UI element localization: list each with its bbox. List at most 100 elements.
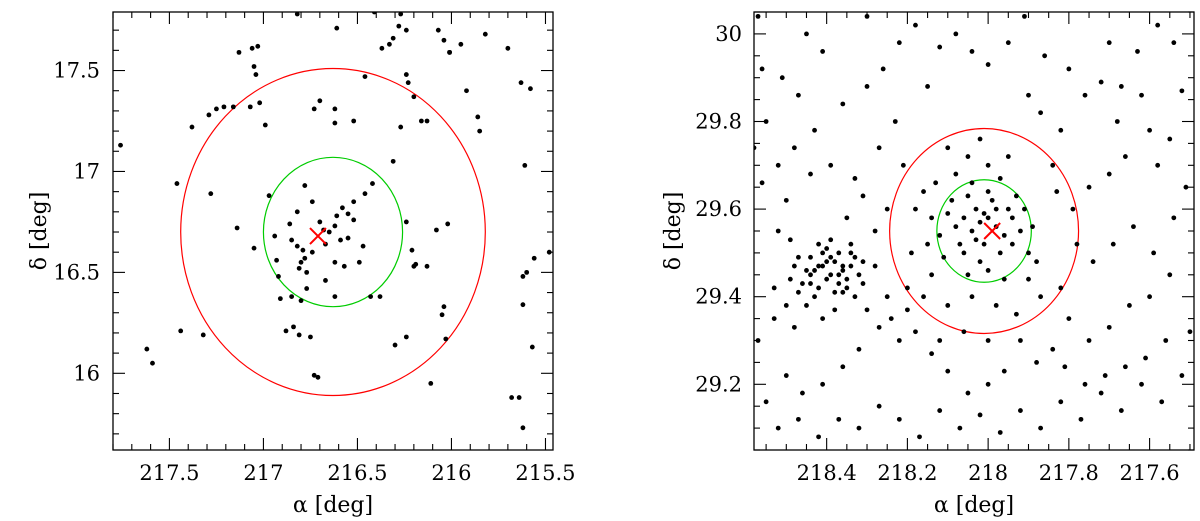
plot-frame	[112, 11, 554, 451]
data-point	[808, 254, 813, 260]
data-point	[860, 281, 866, 286]
data-point	[913, 206, 918, 212]
data-point	[424, 263, 430, 269]
data-point	[277, 296, 283, 302]
data-point	[418, 118, 424, 124]
data-point	[957, 425, 963, 431]
data-point	[174, 181, 180, 186]
data-point	[816, 285, 821, 291]
y-tick-label: 17.5	[53, 59, 100, 83]
data-point	[864, 13, 870, 19]
data-point	[796, 92, 801, 98]
data-point	[390, 35, 396, 41]
data-point	[326, 229, 332, 235]
data-point	[351, 199, 357, 205]
data-point	[820, 381, 826, 387]
outer-radius-circle	[180, 67, 486, 397]
y-tick-label: 29.4	[695, 285, 742, 309]
data-point	[844, 285, 850, 291]
data-point	[1005, 40, 1011, 46]
x-tick-label: 217.8	[1039, 461, 1099, 485]
data-point	[1147, 294, 1152, 300]
data-point	[1122, 154, 1128, 159]
data-point	[247, 104, 253, 110]
data-point	[779, 75, 785, 81]
data-point	[377, 294, 383, 299]
data-point	[370, 181, 375, 186]
data-point	[1171, 215, 1177, 221]
data-point	[405, 80, 411, 86]
data-point	[941, 254, 947, 260]
data-point	[755, 338, 761, 343]
data-point	[783, 373, 789, 378]
data-point	[1135, 49, 1140, 54]
data-point	[1058, 127, 1064, 133]
data-point	[824, 246, 830, 251]
data-point	[812, 127, 817, 133]
data-point	[1022, 206, 1027, 212]
data-point	[396, 23, 402, 29]
data-point	[317, 98, 323, 104]
data-point	[409, 247, 415, 253]
data-point	[309, 199, 315, 205]
data-point	[272, 233, 278, 239]
data-point	[937, 338, 943, 343]
data-point	[977, 412, 983, 418]
data-point	[1078, 416, 1084, 422]
data-point	[783, 303, 789, 308]
data-point	[787, 237, 793, 243]
data-point	[969, 228, 975, 234]
data-point	[1013, 193, 1019, 199]
data-point	[368, 294, 374, 299]
data-point	[977, 259, 983, 265]
data-point	[985, 189, 991, 194]
data-point	[828, 162, 834, 168]
data-point	[309, 249, 315, 255]
data-point	[294, 209, 300, 215]
data-point	[1106, 171, 1112, 177]
data-point	[464, 88, 469, 94]
data-point	[214, 106, 219, 112]
data-point	[1122, 364, 1128, 370]
data-point	[1042, 53, 1048, 59]
data-point	[206, 112, 212, 118]
data-point	[872, 228, 878, 234]
data-point	[475, 114, 481, 120]
inner-radius-circle	[262, 156, 404, 308]
data-point	[332, 120, 338, 126]
data-layer	[118, 12, 552, 431]
data-point	[296, 265, 302, 271]
data-point	[332, 294, 338, 299]
data-point	[482, 31, 488, 37]
data-point	[291, 324, 296, 330]
data-point	[791, 145, 797, 151]
data-point	[913, 22, 918, 28]
data-point	[812, 294, 817, 300]
data-point	[804, 31, 809, 37]
data-point	[516, 395, 522, 400]
data-point	[791, 263, 797, 269]
data-point	[208, 191, 214, 197]
data-point	[997, 430, 1003, 435]
data-point	[334, 213, 340, 219]
data-point	[969, 49, 975, 54]
right-panel: 218.4 218.2 218 217.8 217.6 29.2 29.4 29.6 29.8 3…	[661, 11, 1195, 518]
data-point	[896, 416, 902, 422]
data-layer	[754, 13, 1193, 440]
data-point	[1005, 154, 1011, 159]
data-point	[1139, 381, 1144, 387]
data-point	[403, 72, 409, 77]
data-point	[989, 197, 995, 203]
data-point	[884, 206, 890, 212]
data-point	[961, 250, 967, 256]
data-point	[298, 298, 304, 304]
data-point	[371, 12, 377, 15]
data-point	[763, 119, 769, 124]
x-tick-label: 216.5	[327, 461, 387, 485]
data-point	[888, 316, 894, 321]
data-point	[836, 250, 842, 256]
data-point	[1167, 272, 1173, 278]
x-tick-label: 217	[243, 461, 283, 485]
data-point	[985, 162, 991, 168]
